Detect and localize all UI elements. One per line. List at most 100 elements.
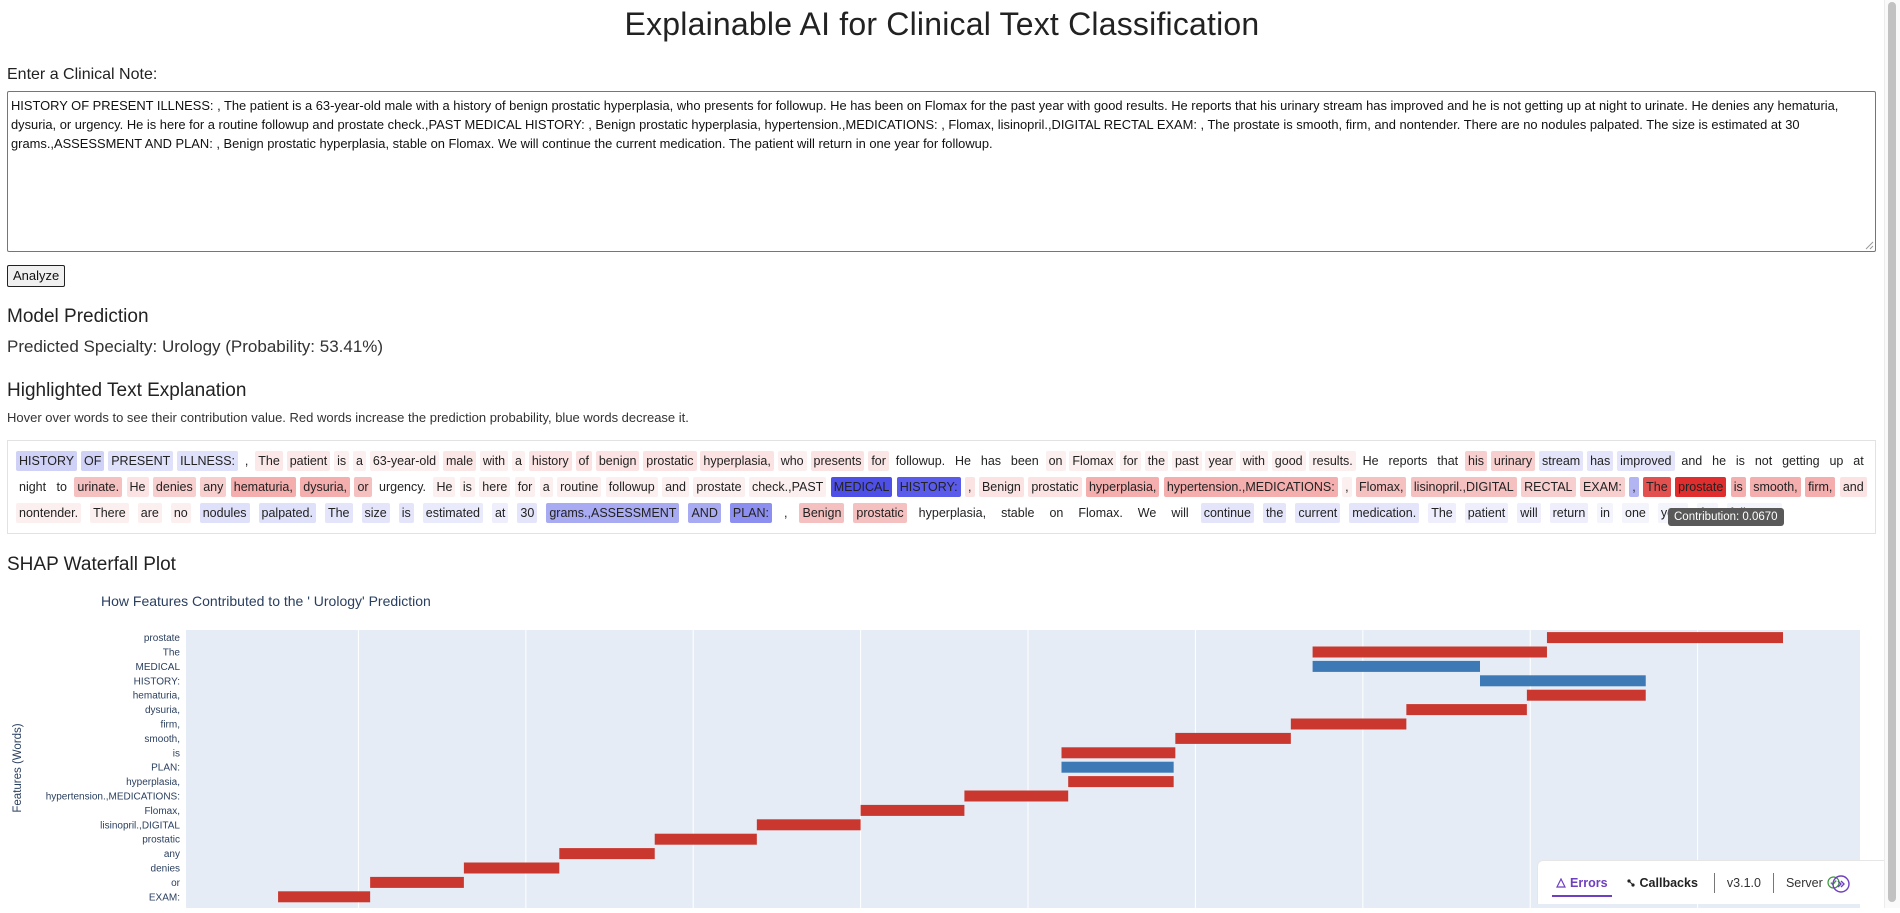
word-token[interactable]: night: [19, 480, 47, 494]
word-token[interactable]: getting: [1782, 454, 1820, 468]
waterfall-bar[interactable]: [654, 833, 757, 845]
waterfall-bar[interactable]: [370, 876, 464, 888]
waterfall-bar[interactable]: [1290, 718, 1407, 730]
word-token[interactable]: palpated.: [258, 503, 316, 523]
word-token[interactable]: improved: [1617, 451, 1675, 471]
word-token[interactable]: been: [1010, 454, 1039, 468]
resize-grip-icon[interactable]: [1864, 240, 1874, 250]
word-token[interactable]: size: [361, 503, 390, 523]
word-token[interactable]: male: [442, 451, 477, 471]
word-token[interactable]: 63-year-old: [369, 451, 440, 471]
word-token[interactable]: reports: [1388, 454, 1428, 468]
word-token[interactable]: hyperplasia,: [918, 506, 987, 520]
word-token[interactable]: is: [1735, 454, 1745, 468]
word-token[interactable]: ,: [244, 454, 249, 468]
word-token[interactable]: 30: [517, 503, 538, 523]
word-token[interactable]: has: [1587, 451, 1614, 471]
word-token[interactable]: continue: [1200, 503, 1254, 523]
word-token[interactable]: on: [1045, 451, 1066, 471]
word-token[interactable]: patient: [1464, 503, 1509, 523]
scrollbar-thumb[interactable]: [1888, 2, 1896, 902]
waterfall-bar[interactable]: [559, 848, 655, 860]
word-token[interactable]: is: [398, 503, 414, 523]
word-token[interactable]: at: [491, 503, 509, 523]
word-token[interactable]: up: [1829, 454, 1844, 468]
waterfall-bar[interactable]: [278, 891, 371, 903]
word-token[interactable]: with: [479, 451, 509, 471]
word-token[interactable]: on: [1049, 506, 1064, 520]
word-token[interactable]: of: [575, 451, 592, 471]
word-token[interactable]: in: [1597, 503, 1614, 523]
word-token[interactable]: ,: [784, 506, 788, 520]
word-token[interactable]: with: [1239, 451, 1268, 471]
word-token[interactable]: PLAN:: [729, 503, 772, 523]
waterfall-bar[interactable]: [1406, 704, 1527, 716]
word-token[interactable]: RECTAL: [1521, 477, 1576, 497]
word-token[interactable]: prostatic: [1028, 477, 1082, 497]
waterfall-bar[interactable]: [1312, 660, 1481, 672]
word-token[interactable]: Flomax,: [1356, 477, 1407, 497]
waterfall-bar[interactable]: [1546, 632, 1783, 644]
word-token[interactable]: stable: [1001, 506, 1035, 520]
word-token[interactable]: ,: [965, 477, 975, 497]
word-token[interactable]: followup: [605, 477, 658, 497]
word-token[interactable]: The: [1428, 503, 1456, 523]
word-token[interactable]: hyperplasia,: [700, 451, 774, 471]
callbacks-tab[interactable]: Callbacks: [1622, 868, 1702, 897]
word-token[interactable]: is: [1730, 477, 1746, 497]
word-token[interactable]: lisinopril.,DIGITAL: [1410, 477, 1517, 497]
word-token[interactable]: Flomax: [1069, 451, 1117, 471]
word-token[interactable]: The: [324, 503, 353, 523]
word-token[interactable]: dysuria,: [300, 477, 351, 497]
word-token[interactable]: the: [1262, 503, 1287, 523]
word-token[interactable]: EXAM:: [1579, 477, 1625, 497]
word-token[interactable]: has: [980, 454, 1002, 468]
word-token[interactable]: nontender.: [16, 503, 82, 523]
waterfall-bar[interactable]: [756, 819, 861, 831]
word-token[interactable]: The: [255, 451, 283, 471]
word-token[interactable]: hyperplasia,: [1085, 477, 1160, 497]
word-token[interactable]: Benign: [978, 477, 1024, 497]
word-token[interactable]: his: [1465, 451, 1488, 471]
waterfall-bar[interactable]: [1175, 732, 1291, 744]
word-token[interactable]: denies: [152, 477, 196, 497]
word-token[interactable]: or: [354, 477, 372, 497]
word-token[interactable]: for: [514, 477, 536, 497]
word-token[interactable]: is: [334, 451, 350, 471]
analyze-button[interactable]: Analyze: [7, 265, 66, 287]
word-token[interactable]: urinate.: [74, 477, 123, 497]
word-token[interactable]: HISTORY: [16, 451, 78, 471]
word-token[interactable]: to: [56, 480, 67, 494]
word-token[interactable]: a: [353, 451, 366, 471]
word-token[interactable]: He: [126, 477, 149, 497]
word-token[interactable]: he: [1712, 454, 1727, 468]
waterfall-bar[interactable]: [964, 790, 1069, 802]
word-token[interactable]: The: [1643, 477, 1671, 497]
word-token[interactable]: patient: [286, 451, 331, 471]
word-token[interactable]: any: [200, 477, 227, 497]
word-token[interactable]: OF: [80, 451, 105, 471]
waterfall-bar[interactable]: [1526, 689, 1646, 701]
word-token[interactable]: Flomax.: [1078, 506, 1123, 520]
word-token[interactable]: PRESENT: [108, 451, 174, 471]
word-token[interactable]: will: [1171, 506, 1189, 520]
waterfall-bar[interactable]: [860, 804, 965, 816]
waterfall-bar[interactable]: [1061, 761, 1174, 773]
clinical-note-input[interactable]: HISTORY OF PRESENT ILLNESS: , The patien…: [7, 91, 1876, 252]
word-token[interactable]: good: [1271, 451, 1306, 471]
errors-tab[interactable]: Errors: [1552, 868, 1612, 897]
word-token[interactable]: that: [1437, 454, 1459, 468]
word-token[interactable]: no: [170, 503, 191, 523]
word-token[interactable]: HISTORY:: [896, 477, 961, 497]
word-token[interactable]: here: [479, 477, 511, 497]
waterfall-bar[interactable]: [1068, 776, 1174, 788]
word-token[interactable]: and: [1839, 477, 1867, 497]
word-token[interactable]: who: [777, 451, 807, 471]
word-token[interactable]: followup.: [895, 454, 946, 468]
waterfall-bar[interactable]: [1312, 646, 1547, 658]
word-token[interactable]: past: [1171, 451, 1202, 471]
word-token[interactable]: a: [512, 451, 525, 471]
word-token[interactable]: ILLNESS:: [177, 451, 239, 471]
word-token[interactable]: estimated: [422, 503, 483, 523]
word-token[interactable]: He: [1362, 454, 1379, 468]
